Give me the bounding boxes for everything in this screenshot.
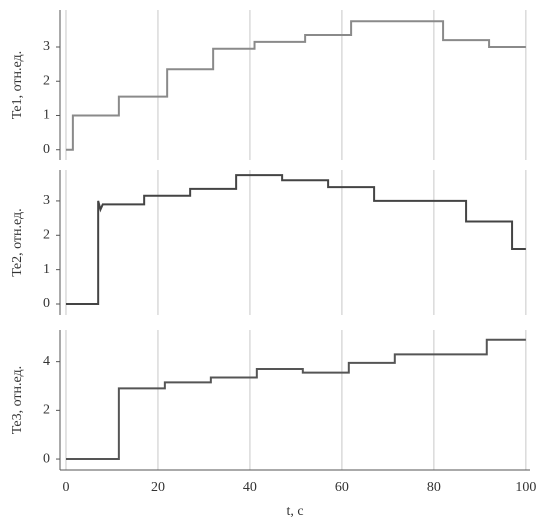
data-line — [65, 20, 526, 151]
y-tick-label: 0 — [43, 142, 50, 157]
data-line — [65, 338, 526, 461]
y-axis-label: Te1, отн.ед. — [10, 51, 25, 119]
y-tick-label: 4 — [43, 354, 50, 369]
x-tick-label: 80 — [427, 480, 441, 495]
data-line — [65, 174, 526, 306]
x-tick-label: 60 — [335, 480, 349, 495]
y-axis-label: Te3, отн.ед. — [10, 366, 25, 434]
y-tick-label: 2 — [43, 73, 50, 88]
y-axis-label: Te2, отн.ед. — [10, 208, 25, 276]
y-tick-label: 0 — [43, 296, 50, 311]
x-tick-label: 100 — [515, 480, 536, 495]
x-axis-label: t, c — [286, 504, 303, 519]
y-tick-label: 3 — [43, 39, 50, 54]
y-tick-label: 0 — [43, 451, 50, 466]
y-tick-label: 1 — [43, 262, 50, 277]
y-tick-label: 1 — [43, 108, 50, 123]
y-tick-label: 2 — [43, 228, 50, 243]
x-tick-label: 20 — [151, 480, 165, 495]
x-tick-label: 40 — [243, 480, 257, 495]
x-tick-label: 0 — [62, 480, 69, 495]
y-tick-label: 3 — [43, 193, 50, 208]
y-tick-label: 2 — [43, 403, 50, 418]
